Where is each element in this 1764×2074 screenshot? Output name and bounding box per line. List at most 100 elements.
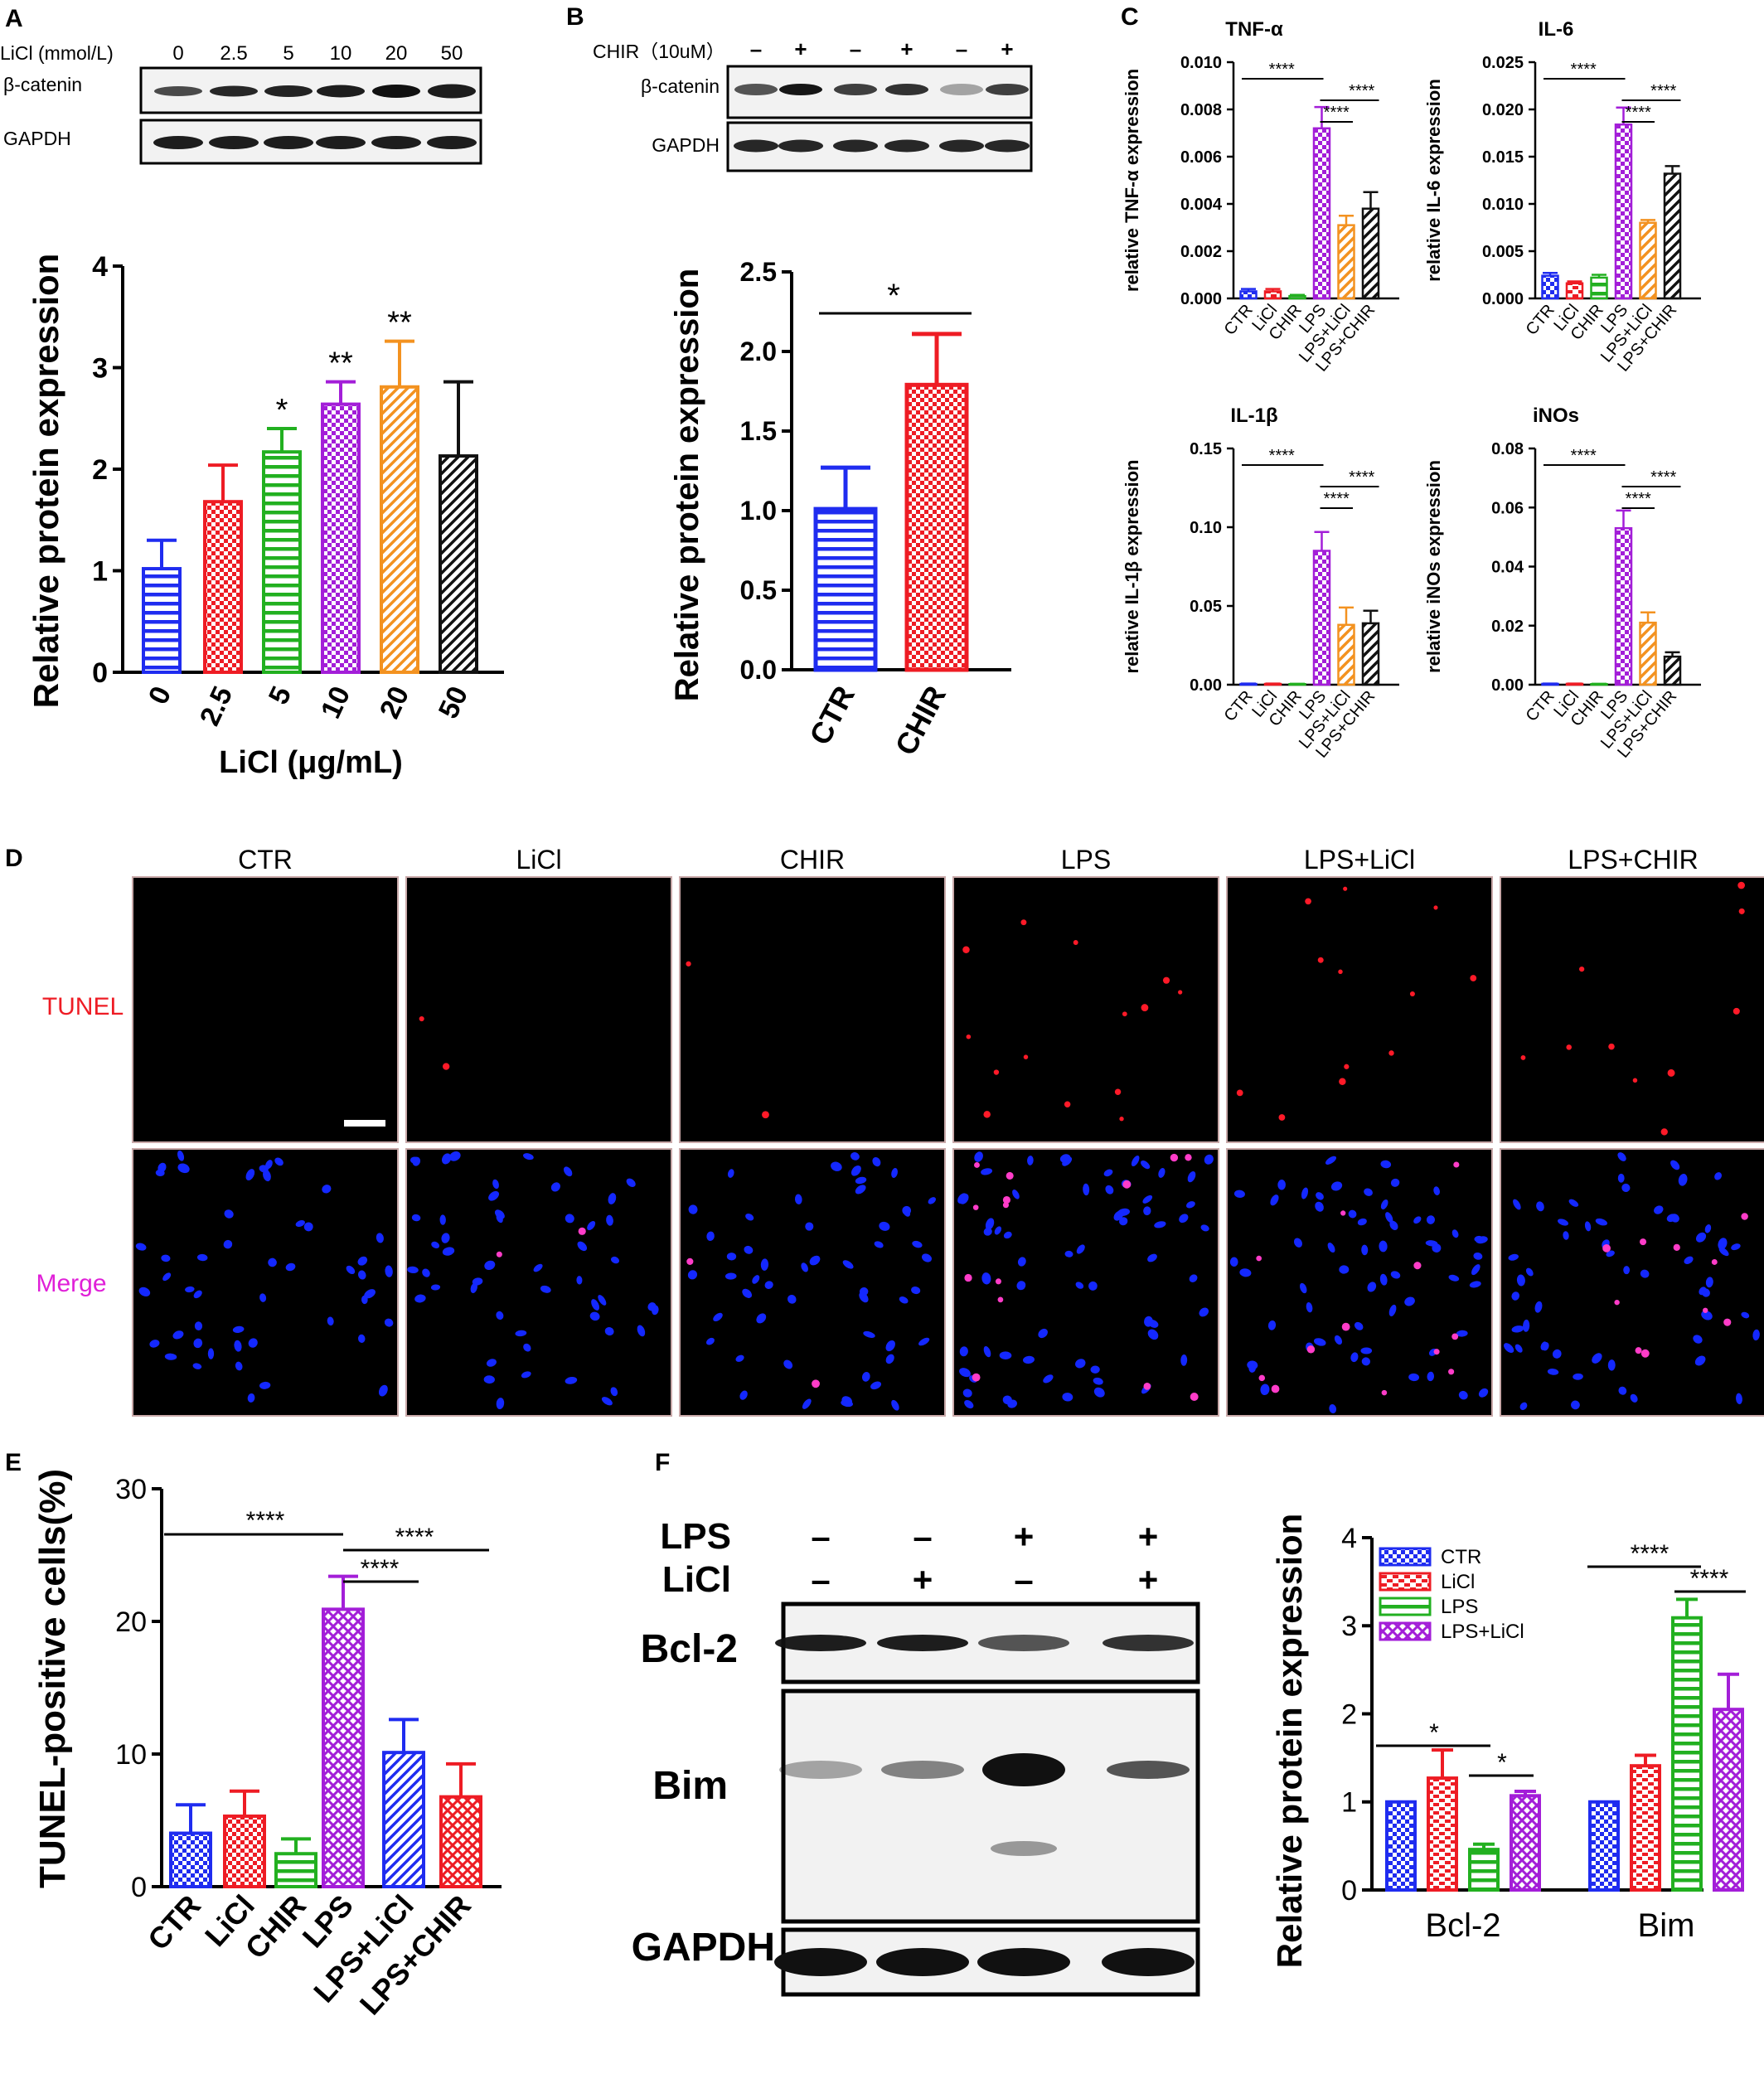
nucleus bbox=[138, 1287, 151, 1296]
nucleus bbox=[802, 1398, 812, 1409]
y-axis-label: Relative protein expression bbox=[1270, 1514, 1309, 1969]
apoptotic-cell bbox=[1602, 1243, 1611, 1253]
column-label: LPS bbox=[1061, 845, 1111, 875]
apoptotic-cell bbox=[1340, 1210, 1346, 1216]
nucleus bbox=[1267, 1320, 1277, 1330]
nucleus bbox=[1618, 1386, 1627, 1395]
significance-marker: * bbox=[1497, 1749, 1507, 1776]
significance-marker: **** bbox=[1626, 104, 1651, 122]
bar bbox=[1361, 207, 1380, 300]
apoptotic-cell bbox=[1451, 1333, 1459, 1340]
blot-band bbox=[264, 85, 313, 97]
nucleus bbox=[870, 1381, 882, 1390]
nucleus bbox=[872, 1156, 881, 1167]
lane-label: 50 bbox=[441, 42, 463, 65]
bar bbox=[1713, 1708, 1744, 1892]
nucleus bbox=[577, 1241, 588, 1252]
apoptotic-cell bbox=[686, 1257, 694, 1265]
lane-label: 20 bbox=[385, 42, 408, 65]
nucleus bbox=[1076, 1244, 1085, 1254]
apoptotic-cell bbox=[1236, 1089, 1243, 1097]
nucleus bbox=[1563, 1231, 1569, 1240]
nucleus bbox=[1103, 1169, 1113, 1177]
apoptotic-cell bbox=[993, 1069, 1000, 1075]
apoptotic-cell bbox=[1170, 1153, 1179, 1162]
nucleus bbox=[232, 1325, 245, 1333]
nucleus bbox=[842, 1260, 854, 1269]
nucleus bbox=[1315, 1201, 1324, 1212]
nucleus bbox=[899, 1296, 909, 1304]
apoptotic-cell bbox=[1433, 1349, 1440, 1355]
nucleus bbox=[235, 1361, 243, 1371]
apoptotic-cell bbox=[1006, 1171, 1014, 1180]
blot-lane-labels: 0 2.5 5 10 20 50 bbox=[172, 42, 463, 65]
nucleus bbox=[1388, 1304, 1397, 1316]
y-tick-label: 0.08 bbox=[1491, 440, 1524, 458]
nucleus bbox=[1654, 1205, 1664, 1214]
nucleus bbox=[1741, 1311, 1750, 1319]
legend-label: LiCl bbox=[1441, 1571, 1475, 1593]
nucleus bbox=[1088, 1281, 1098, 1291]
blot-sign-rows: – – + + – + – + bbox=[811, 1517, 1158, 1599]
bar bbox=[322, 1607, 365, 1889]
y-tick-label: 2 bbox=[92, 454, 108, 486]
bar bbox=[223, 1814, 266, 1889]
nucleus bbox=[357, 1270, 366, 1280]
panel-letter: C bbox=[1121, 3, 1139, 31]
nucleus bbox=[735, 1354, 744, 1362]
nucleus bbox=[706, 1231, 715, 1241]
nucleus bbox=[726, 1253, 737, 1261]
bar bbox=[1468, 1848, 1500, 1892]
blot-band bbox=[210, 85, 258, 97]
nucleus bbox=[177, 1163, 190, 1174]
nucleus bbox=[1670, 1214, 1679, 1223]
nucleus bbox=[1714, 1172, 1723, 1180]
bar-chart-b: 0.0 0.5 1.0 1.5 2.0 2.5 CTR CHIR * bbox=[740, 257, 1011, 760]
nucleus bbox=[918, 1337, 930, 1346]
panel-letter: E bbox=[5, 1449, 22, 1476]
bar bbox=[1239, 290, 1258, 300]
tunel-image bbox=[132, 876, 399, 1143]
blot-band bbox=[778, 139, 823, 153]
nucleus bbox=[1731, 1243, 1741, 1251]
nucleus bbox=[1511, 1291, 1520, 1301]
nucleus bbox=[1705, 1277, 1713, 1288]
nucleus bbox=[637, 1325, 646, 1337]
bar bbox=[1510, 1794, 1541, 1892]
blot-band bbox=[734, 139, 778, 153]
bar bbox=[1239, 682, 1258, 686]
significance-marker: **** bbox=[1650, 468, 1676, 487]
blot-band bbox=[774, 1948, 867, 1976]
panel-letter: F bbox=[655, 1449, 670, 1476]
y-tick-label: 2.5 bbox=[740, 257, 777, 287]
nucleus bbox=[1354, 1321, 1364, 1330]
nucleus bbox=[744, 1245, 754, 1254]
y-axis-label: TUNEL-positive cells(%) bbox=[32, 1469, 73, 1888]
blot-band bbox=[876, 1948, 969, 1976]
x-tick-label: 2.5 bbox=[194, 681, 239, 730]
apoptotic-cell bbox=[1667, 1068, 1675, 1077]
apoptotic-cell bbox=[1673, 1243, 1680, 1251]
nucleus bbox=[1361, 1357, 1370, 1366]
nucleus bbox=[550, 1182, 560, 1192]
row-label-merge: Merge bbox=[36, 1270, 106, 1297]
blot-band bbox=[372, 85, 420, 98]
blot-sign: + bbox=[1014, 1517, 1035, 1556]
significance-marker: * bbox=[1429, 1719, 1439, 1747]
nucleus bbox=[1062, 1393, 1073, 1402]
nucleus bbox=[805, 1222, 814, 1231]
nucleus bbox=[1204, 1154, 1214, 1165]
nucleus bbox=[521, 1371, 531, 1379]
y-tick-label: 0.15 bbox=[1190, 440, 1222, 458]
nucleus bbox=[764, 1281, 773, 1289]
x-tick-label: Bcl-2 bbox=[1425, 1907, 1500, 1944]
nucleus bbox=[155, 1169, 165, 1177]
nucleus bbox=[414, 1294, 426, 1303]
nucleus bbox=[1117, 1208, 1130, 1216]
nucleus bbox=[1523, 1319, 1530, 1332]
blot-treatment-label: LPS bbox=[660, 1516, 731, 1557]
nucleus bbox=[742, 1288, 753, 1298]
panel-letter: D bbox=[5, 845, 23, 872]
nucleus bbox=[1327, 1242, 1335, 1253]
apoptotic-cell bbox=[1579, 966, 1585, 972]
